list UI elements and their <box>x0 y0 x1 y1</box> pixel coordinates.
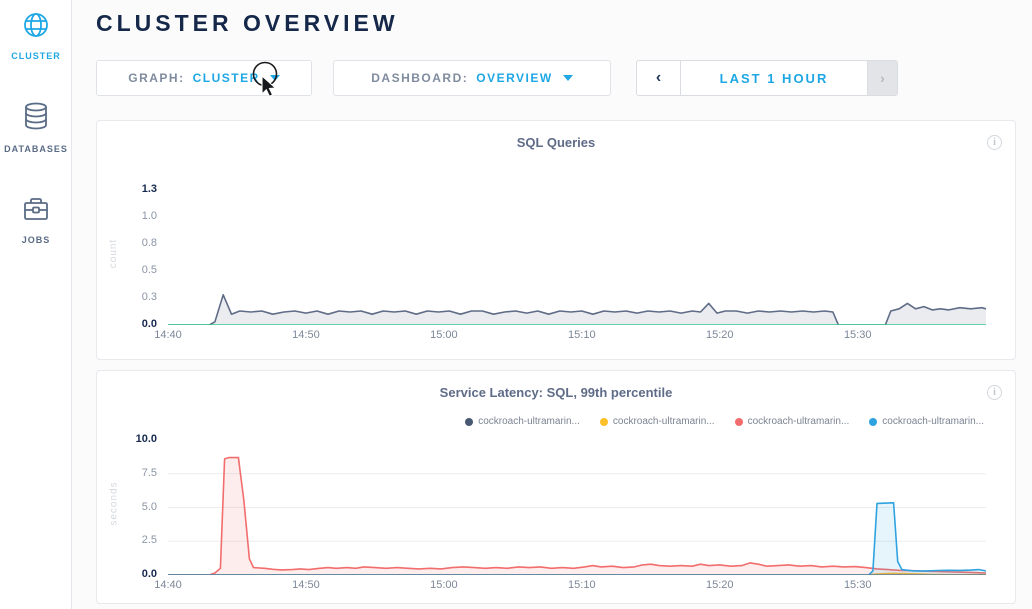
y-tick-label: 0.3 <box>141 291 157 303</box>
y-tick-label: 0.8 <box>141 237 157 249</box>
chart-title: Service Latency: SQL, 99th percentile <box>439 385 673 400</box>
chart-title: SQL Queries <box>516 135 596 150</box>
chart-plot-area[interactable] <box>168 432 986 575</box>
y-axis-unit-label: count <box>108 238 120 269</box>
legend-item[interactable]: cockroach-ultramarin... <box>465 416 580 427</box>
y-tick-label: 7.5 <box>141 466 157 479</box>
x-tick-label: 15:00 <box>430 579 458 591</box>
legend-dot-icon <box>465 417 474 426</box>
y-tick-label: 1.0 <box>141 210 157 222</box>
legend-dot-icon <box>599 417 608 426</box>
sidebar-item-label: DATABASES <box>4 144 68 154</box>
x-tick-label: 15:10 <box>568 579 596 591</box>
chart-legend: cockroach-ultramarin... cockroach-ultrama… <box>465 416 984 427</box>
page-title: CLUSTER OVERVIEW <box>96 10 399 36</box>
dashboard-dropdown-value: OVERVIEW <box>476 71 553 85</box>
database-icon <box>0 101 72 138</box>
graph-dropdown-label: GRAPH: <box>128 71 185 85</box>
x-tick-label: 14:40 <box>154 579 182 591</box>
time-range-prev-button[interactable]: ‹ <box>637 61 681 95</box>
info-icon[interactable]: i <box>987 135 1002 150</box>
x-tick-label: 15:30 <box>843 329 872 341</box>
sidebar-item-cluster[interactable]: CLUSTER <box>0 0 72 61</box>
legend-item[interactable]: cockroach-ultramarin... <box>599 416 715 427</box>
time-range-label[interactable]: LAST 1 HOUR <box>719 70 829 86</box>
y-tick-label: 0.0 <box>141 318 157 330</box>
chart-panel-service-latency: Service Latency: SQL, 99th percentile i … <box>96 370 1016 604</box>
chevron-down-icon <box>562 75 573 81</box>
chart-panel-sql-queries: SQL Queries i count 0.0 0.3 0.5 0.8 1.0 1.3 1… <box>96 120 1016 360</box>
y-tick-label: 1.3 <box>141 183 157 195</box>
x-tick-label: 14:40 <box>154 329 182 341</box>
x-tick-label: 15:30 <box>843 579 872 591</box>
time-range-selector: ‹ LAST 1 HOUR › <box>636 60 898 96</box>
sidebar-item-label: JOBS <box>21 235 51 245</box>
chart-plot-area[interactable] <box>168 182 986 325</box>
y-tick-label: 0.0 <box>141 568 157 580</box>
legend-item[interactable]: cockroach-ultramarin... <box>734 416 850 427</box>
legend-label: cockroach-ultramarin... <box>882 416 984 427</box>
y-tick-label: 10.0 <box>135 433 157 445</box>
sidebar-item-label: CLUSTER <box>11 51 61 61</box>
chevron-right-icon: › <box>880 70 885 86</box>
legend-label: cockroach-ultramarin... <box>612 416 715 427</box>
legend-dot-icon <box>869 417 878 426</box>
legend-label: cockroach-ultramarin... <box>747 416 850 427</box>
sidebar: CLUSTER DATABASES JOBS <box>0 0 72 609</box>
x-tick-label: 15:00 <box>430 329 458 341</box>
dashboard-dropdown[interactable]: DASHBOARD: OVERVIEW <box>333 60 611 96</box>
legend-label: cockroach-ultramarin... <box>478 416 580 427</box>
x-tick-label: 15:10 <box>568 329 596 341</box>
time-range-next-button[interactable]: › <box>867 61 897 95</box>
x-tick-label: 14:50 <box>292 329 320 341</box>
globe-icon <box>0 10 72 45</box>
info-icon[interactable]: i <box>987 385 1002 400</box>
graph-dropdown-value: CLUSTER <box>192 71 260 85</box>
legend-dot-icon <box>734 417 743 426</box>
y-tick-label: 5.0 <box>141 500 157 513</box>
graph-dropdown[interactable]: GRAPH: CLUSTER <box>96 60 312 96</box>
x-tick-label: 14:50 <box>292 579 320 591</box>
sidebar-item-jobs[interactable]: JOBS <box>0 154 72 245</box>
legend-item[interactable]: cockroach-ultramarin... <box>869 416 984 427</box>
x-tick-label: 15:20 <box>706 329 734 341</box>
y-tick-label: 2.5 <box>141 534 157 547</box>
sidebar-item-databases[interactable]: DATABASES <box>0 61 72 154</box>
chevron-down-icon <box>269 75 280 81</box>
briefcase-icon <box>0 194 72 229</box>
y-tick-label: 0.5 <box>141 264 157 276</box>
chevron-left-icon: ‹ <box>655 69 662 86</box>
x-tick-label: 15:20 <box>706 579 734 591</box>
dashboard-dropdown-label: DASHBOARD: <box>371 71 469 85</box>
